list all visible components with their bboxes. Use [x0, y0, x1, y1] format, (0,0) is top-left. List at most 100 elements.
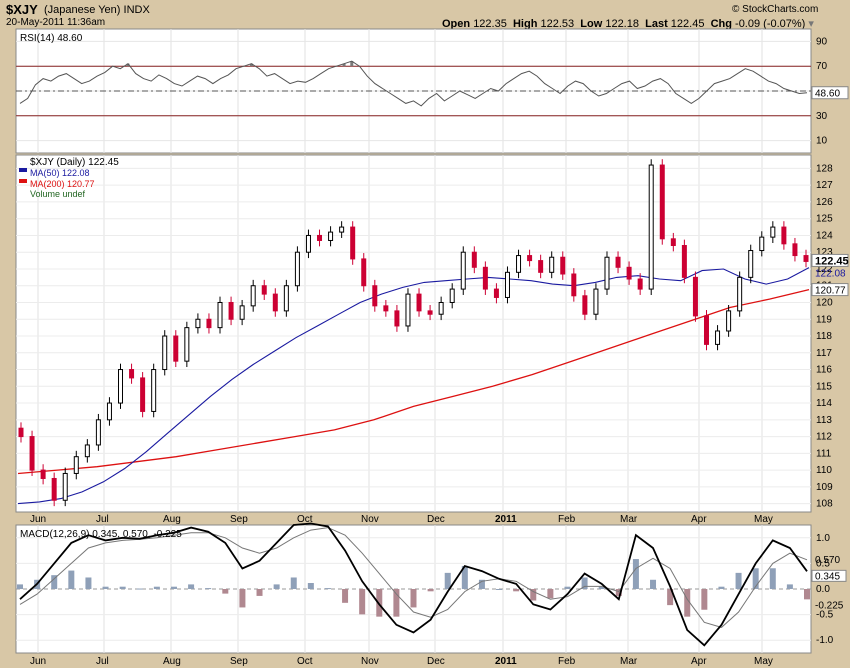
- candle-body: [106, 402, 112, 421]
- macd-legend: MACD(12,26,9) 0.345, 0.570, -0.225: [20, 529, 182, 540]
- candle-body: [294, 251, 300, 287]
- candle-body: [803, 255, 809, 262]
- rsi-legend: RSI(14) 48.60: [20, 33, 83, 44]
- ma50-line: [17, 267, 810, 505]
- candle-body: [516, 255, 522, 273]
- candle-body: [217, 301, 223, 329]
- macd-last-label: 0.345: [815, 571, 840, 582]
- candle-body: [228, 301, 234, 320]
- candle-body: [73, 456, 79, 474]
- macd-histogram-bar: [324, 588, 331, 590]
- price-tick-label: 114: [816, 398, 832, 409]
- macd-histogram-bar: [632, 559, 639, 589]
- candle-body: [206, 318, 212, 329]
- macd-x-tick: Sep: [230, 656, 248, 667]
- macd-histogram-bar: [376, 589, 383, 617]
- candle-body: [305, 234, 311, 253]
- candle-body: [427, 310, 433, 315]
- macd-histogram-bar: [307, 583, 314, 589]
- candle-body: [283, 285, 289, 312]
- candle-body: [195, 318, 201, 329]
- macd-x-tick: Nov: [361, 656, 379, 667]
- macd-histogram-bar: [598, 586, 605, 589]
- candle-body: [659, 164, 665, 240]
- candle-body: [317, 234, 323, 241]
- macd-x-tick: May: [754, 656, 773, 667]
- macd-histogram-bar: [769, 568, 776, 589]
- price-tick-label: 123: [816, 247, 833, 258]
- candle-body: [372, 285, 378, 307]
- macd-tick-label: -1.0: [816, 635, 834, 646]
- candle-body: [361, 258, 367, 287]
- candle-body: [748, 250, 754, 278]
- macd-x-tick: Feb: [558, 656, 576, 667]
- price-x-tick: Apr: [691, 514, 707, 525]
- macd-histogram-bar: [735, 572, 742, 589]
- macd-histogram-bar: [102, 586, 109, 589]
- price-x-tick: Nov: [361, 514, 379, 525]
- macd-histogram-bar: [496, 589, 503, 590]
- macd-x-tick: Jun: [30, 656, 46, 667]
- price-tick-label: 110: [816, 465, 832, 476]
- price-legend: $XJY (Daily) 122.45: [30, 157, 119, 168]
- candle-body: [184, 327, 190, 362]
- candle-body: [681, 245, 687, 278]
- macd-histogram-bar: [513, 589, 520, 592]
- rsi-tick-label: 70: [816, 61, 828, 72]
- macd-x-tick: Jul: [96, 656, 109, 667]
- candle-body: [438, 301, 444, 315]
- macd-histogram-bar: [581, 577, 588, 589]
- price-tick-label: 113: [816, 415, 832, 426]
- price-tick-label: 122: [816, 264, 833, 275]
- rsi-last-label: 48.60: [815, 89, 840, 100]
- price-tick-label: 125: [816, 214, 833, 225]
- candle-body: [604, 256, 610, 290]
- candle-body: [40, 469, 46, 479]
- panel-price: [15, 154, 812, 513]
- macd-histogram-bar: [615, 589, 622, 596]
- candle-body: [339, 226, 345, 233]
- rsi-last-box: [811, 86, 849, 100]
- macd-histogram-bar: [427, 589, 434, 592]
- macd-histogram-bar: [136, 588, 143, 590]
- macd-histogram-bar: [701, 589, 708, 610]
- symbol: $XJY: [6, 2, 38, 17]
- candle-body: [538, 260, 544, 273]
- price-tick-label: 111: [816, 448, 832, 459]
- chevron-down-icon[interactable]: ▾: [808, 18, 814, 30]
- candle-body: [151, 369, 157, 412]
- candle-body: [593, 288, 599, 315]
- macd-histogram-bar: [547, 589, 554, 599]
- candle-body: [781, 226, 787, 245]
- candle-body: [527, 255, 533, 262]
- price-tick-label: 120: [816, 297, 833, 308]
- price-x-tick: Oct: [297, 514, 313, 525]
- price-tick-label: 116: [816, 365, 832, 376]
- candle-body: [162, 335, 168, 371]
- ma200-legend-swatch: [19, 179, 27, 183]
- macd-histogram-bar: [667, 589, 674, 606]
- candle-body: [770, 226, 776, 238]
- candle-body: [692, 276, 698, 317]
- macd-histogram-bar: [444, 572, 451, 589]
- macd-histogram-bar: [239, 589, 246, 608]
- macd-x-tick: Oct: [297, 656, 313, 667]
- macd-line: [19, 522, 808, 647]
- rsi-tick-label: 30: [816, 111, 828, 122]
- macd-tick-label: -0.5: [816, 610, 834, 621]
- macd-x-tick: Aug: [163, 656, 181, 667]
- candle-body: [637, 278, 643, 290]
- candle-body: [416, 293, 422, 312]
- volume-legend: Volume undef: [30, 189, 86, 199]
- candle-body: [482, 266, 488, 290]
- price-last-box: [811, 253, 849, 267]
- candle-body: [84, 444, 90, 458]
- macd-histogram-bar: [68, 570, 75, 589]
- price-tick-label: 115: [816, 381, 832, 392]
- macd-histogram-bar: [564, 586, 571, 589]
- macd-histogram-bar: [153, 586, 160, 589]
- candle-body: [129, 369, 135, 379]
- price-x-tick: Jul: [96, 514, 109, 525]
- rsi-tick-label: 10: [816, 136, 828, 147]
- candle-body: [549, 256, 555, 273]
